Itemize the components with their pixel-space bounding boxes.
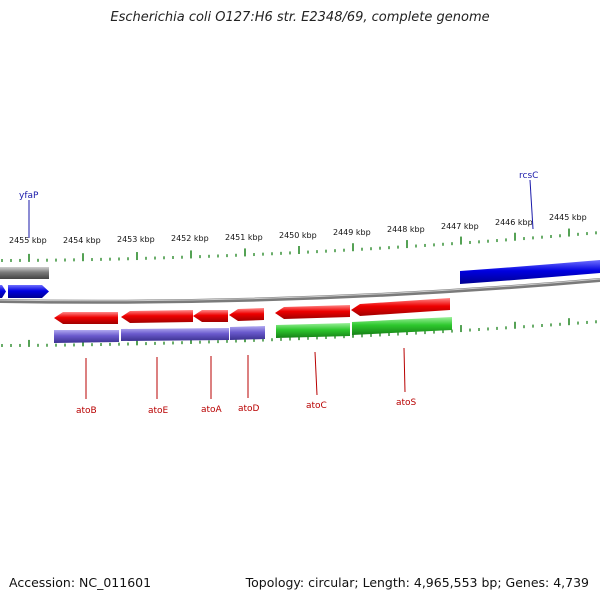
kbp-labels: 2455 kbp 2454 kbp 2453 kbp 2452 kbp 2451… [9,213,587,245]
lower-tick-ruler [1,318,597,347]
feature-bar-purple[interactable] [121,328,229,341]
gene-label-atoa[interactable]: atoA [201,405,223,415]
kbp-label: 2449 kbp [333,228,371,237]
accession-text: Accession: NC_011601 [9,575,152,590]
kbp-label: 2452 kbp [171,234,209,243]
feature-bar-green[interactable] [352,317,452,335]
upper-tick-ruler [1,228,597,262]
gene-feature-blue[interactable] [0,285,6,298]
kbp-label: 2455 kbp [9,236,47,245]
feature-bar-green[interactable] [276,323,350,338]
map-title: Escherichia coli O127:H6 str. E2348/69, … [110,10,490,25]
gene-feature-red[interactable] [193,310,228,322]
gene-label-lines [28,179,534,399]
genome-backbone [0,278,600,304]
gene-label-atos[interactable]: atoS [396,398,417,408]
feature-bar-purple[interactable] [230,326,265,340]
gene-label-atob[interactable]: atoB [76,406,97,416]
kbp-label: 2446 kbp [495,218,533,227]
gene-feature-red[interactable] [351,298,450,316]
gene-label-atod[interactable]: atoD [238,404,260,414]
kbp-label: 2447 kbp [441,222,479,231]
gene-labels: yfaP rcsC atoB atoE atoA atoD atoC atoS [19,171,538,416]
gene-feature-blue[interactable] [460,260,600,284]
kbp-label: 2450 kbp [279,231,317,240]
gene-feature-red[interactable] [229,308,264,321]
gene-feature-red[interactable] [275,305,350,319]
gene-feature-red[interactable] [121,310,193,323]
feature-bar-purple[interactable] [54,330,119,343]
kbp-label: 2453 kbp [117,235,155,244]
gene-label-atoe[interactable]: atoE [148,406,169,416]
gene-feature-red[interactable] [54,312,118,324]
kbp-label: 2454 kbp [63,236,101,245]
gene-label-yfap[interactable]: yfaP [19,191,39,201]
kbp-label: 2448 kbp [387,225,425,234]
gene-label-atoc[interactable]: atoC [306,401,327,411]
kbp-label: 2451 kbp [225,233,263,242]
gene-feature-grey[interactable] [0,267,49,279]
kbp-label: 2445 kbp [549,213,587,222]
genome-summary-text: Topology: circular; Length: 4,965,553 bp… [245,575,589,590]
gene-feature-blue[interactable] [8,285,49,298]
gene-label-rcsc[interactable]: rcsC [519,171,538,181]
